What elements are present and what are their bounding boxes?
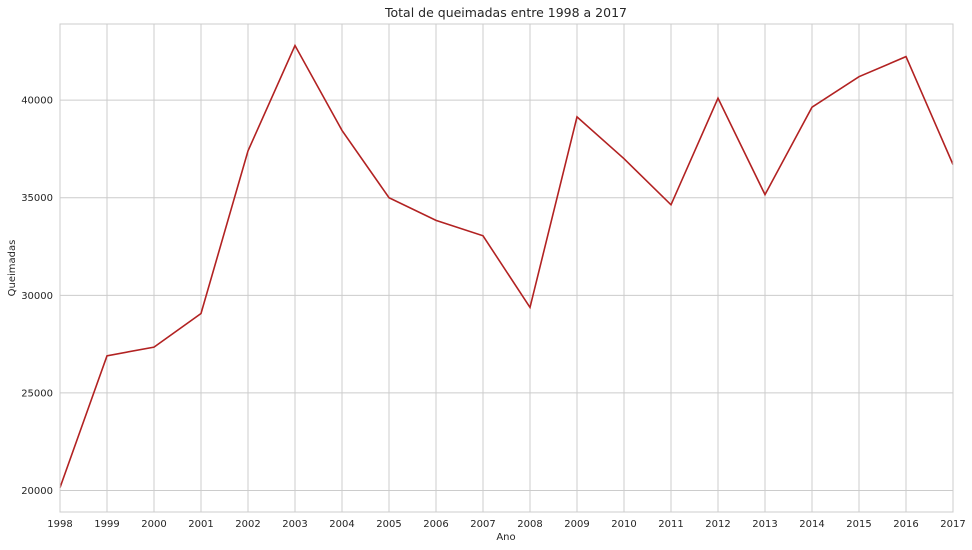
x-tick-label: 2000 [141, 519, 166, 530]
y-tick-label: 30000 [21, 291, 53, 302]
y-tick-label: 20000 [21, 486, 53, 497]
x-tick-label: 2012 [705, 519, 730, 530]
x-tick-label: 2016 [893, 519, 918, 530]
grid [59, 24, 954, 512]
series-line [59, 43, 954, 488]
x-tick-label: 2009 [564, 519, 589, 530]
x-tick-label: 2008 [517, 519, 542, 530]
x-tick-labels: 1998 1999 2000 2001 2002 2003 2004 2005 2006 2007… [47, 519, 965, 530]
x-tick-label: 2010 [611, 519, 636, 530]
x-tick-label: 2017 [940, 519, 965, 530]
x-tick-label: 2002 [235, 519, 260, 530]
x-tick-label: 2001 [188, 519, 213, 530]
x-axis-label: Ano [496, 532, 515, 543]
chart-title: Total de queimadas entre 1998 a 2017 [384, 5, 627, 20]
y-tick-labels: 20000 25000 30000 35000 40000 [21, 96, 53, 497]
plot-frame [59, 23, 954, 513]
x-tick-label: 1999 [94, 519, 119, 530]
series-layer [59, 43, 954, 488]
x-tick-label: 2015 [846, 519, 871, 530]
x-tick-label: 2004 [329, 519, 354, 530]
x-tick-label: 2006 [423, 519, 448, 530]
x-tick-label: 2011 [658, 519, 683, 530]
x-tick-label: 2005 [376, 519, 401, 530]
y-tick-label: 35000 [21, 193, 53, 204]
y-axis-label: Queimadas [7, 240, 18, 297]
y-tick-label: 25000 [21, 388, 53, 399]
x-tick-label: 2007 [470, 519, 495, 530]
x-tick-label: 2003 [282, 519, 307, 530]
x-tick-label: 1998 [47, 519, 72, 530]
y-tick-label: 40000 [21, 96, 53, 107]
x-tick-label: 2014 [799, 519, 824, 530]
x-tick-label: 2013 [752, 519, 777, 530]
